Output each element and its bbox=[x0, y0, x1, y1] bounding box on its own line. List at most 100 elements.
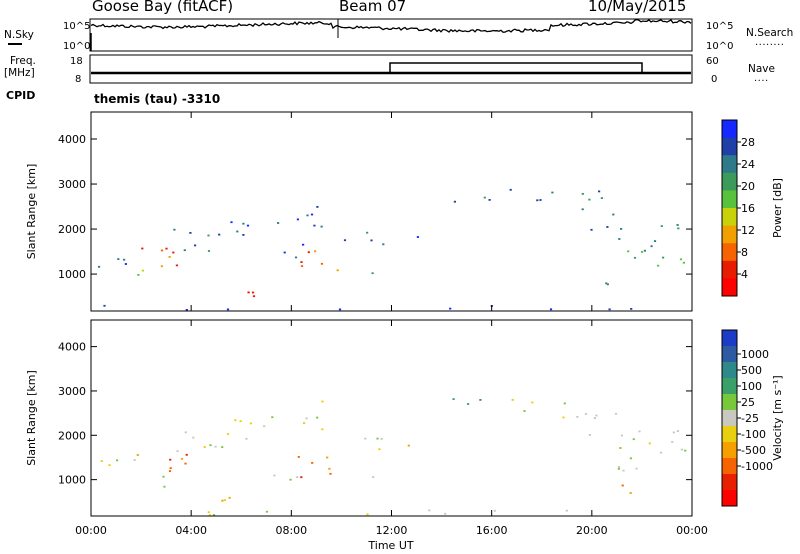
velocity-cell bbox=[184, 431, 187, 434]
velocity-cell bbox=[203, 446, 206, 448]
colorbar-segment bbox=[722, 346, 737, 363]
velocity-cell bbox=[672, 431, 675, 434]
velocity-cell bbox=[297, 456, 300, 458]
velocity-cell bbox=[168, 470, 172, 472]
x-tick-label: 20:00 bbox=[576, 524, 608, 537]
colorbar-tick-label: 4 bbox=[741, 268, 748, 281]
power-cell bbox=[252, 295, 256, 298]
colorbar-segment bbox=[722, 426, 737, 443]
velocity-cell bbox=[321, 400, 324, 403]
velocity-cell bbox=[249, 422, 252, 425]
power-cell bbox=[283, 251, 286, 254]
velocity-cell bbox=[617, 466, 621, 468]
velocity-cell bbox=[620, 434, 623, 437]
velocity-cell bbox=[163, 485, 166, 488]
power-cell bbox=[640, 251, 644, 253]
velocity-cell bbox=[531, 401, 534, 404]
power-cell bbox=[600, 197, 603, 199]
power-cell bbox=[294, 256, 298, 259]
velocity-cell bbox=[212, 514, 216, 516]
y-tick-label: 1000 bbox=[58, 268, 86, 281]
velocity-cell bbox=[239, 420, 242, 423]
velocity-cell bbox=[621, 484, 624, 487]
power-cell bbox=[608, 308, 611, 311]
velocity-cell bbox=[326, 456, 329, 459]
cpid-label: CPID bbox=[6, 89, 36, 102]
nave-dots: .... bbox=[754, 73, 769, 84]
date-title: 10/May/2015 bbox=[588, 0, 687, 15]
power-cell bbox=[207, 250, 211, 252]
velocity-cell bbox=[629, 492, 632, 494]
power-cell bbox=[612, 213, 615, 216]
power-cell bbox=[371, 272, 374, 275]
velocity-cell bbox=[271, 416, 274, 419]
velocity-scatter bbox=[100, 398, 687, 516]
velocity-cell bbox=[632, 438, 635, 441]
colorbar-segment bbox=[722, 260, 737, 279]
velocity-cell bbox=[273, 474, 276, 477]
power-cell bbox=[310, 213, 314, 216]
power-cell bbox=[618, 238, 621, 240]
noise-tick-right-1: 10^5 bbox=[706, 21, 733, 32]
velocity-cell bbox=[563, 402, 566, 405]
power-cell bbox=[277, 222, 280, 224]
power-cell bbox=[453, 200, 456, 203]
velocity-cell bbox=[617, 467, 620, 470]
power-cell bbox=[175, 264, 178, 267]
velocity-cell bbox=[562, 416, 565, 419]
colorbar-label: Velocity [m s⁻¹] bbox=[771, 375, 784, 460]
velocity-cell bbox=[300, 476, 303, 479]
velocity-cell bbox=[622, 469, 625, 472]
colorbar-tick-label: 25 bbox=[741, 396, 755, 409]
velocity-cell bbox=[180, 457, 184, 460]
power-cell bbox=[242, 234, 245, 236]
power-cell bbox=[620, 228, 623, 230]
power-cell bbox=[682, 261, 685, 264]
velocity-cell bbox=[493, 509, 496, 512]
power-panel-frame bbox=[90, 111, 693, 312]
velocity-cell bbox=[289, 478, 292, 481]
power-cell bbox=[320, 262, 323, 265]
velocity-cell bbox=[245, 437, 248, 440]
power-cell bbox=[124, 263, 127, 265]
nsearch-dots: ........ bbox=[755, 37, 785, 48]
freq-tick-left-0: 8 bbox=[75, 74, 81, 85]
power-cell bbox=[251, 291, 255, 294]
power-cell bbox=[539, 199, 542, 201]
power-cell bbox=[536, 199, 539, 202]
velocity-cell bbox=[162, 475, 165, 478]
freq-label: Freq. bbox=[10, 55, 36, 67]
station-title: Goose Bay (fitACF) bbox=[92, 0, 234, 15]
velocity-cell bbox=[364, 437, 367, 440]
colorbar-segment bbox=[722, 172, 737, 191]
power-cell bbox=[382, 243, 385, 246]
nsky-legend-line bbox=[8, 43, 22, 45]
velocity-cell bbox=[184, 462, 187, 465]
y-axis-label: Slant Range [km] bbox=[25, 164, 38, 260]
power-cell bbox=[173, 228, 176, 231]
power-cell bbox=[306, 214, 309, 217]
power-cell bbox=[606, 283, 609, 286]
power-cell bbox=[246, 224, 250, 227]
velocity-cell bbox=[595, 414, 598, 417]
power-cell bbox=[247, 291, 250, 294]
velocity-cell bbox=[234, 419, 237, 422]
velocity-cell bbox=[192, 436, 195, 439]
y-tick-label: 2000 bbox=[58, 429, 86, 442]
power-cell bbox=[633, 256, 637, 259]
power-cell bbox=[662, 256, 665, 259]
x-tick-label: 12:00 bbox=[376, 524, 408, 537]
beam-title: Beam 07 bbox=[339, 0, 407, 15]
velocity-panel-frame bbox=[90, 319, 693, 517]
colorbar-tick-label: -1000 bbox=[741, 460, 773, 473]
power-cell bbox=[488, 199, 491, 201]
power-cell bbox=[650, 245, 653, 248]
power-cell bbox=[141, 247, 144, 250]
power-cell bbox=[236, 230, 239, 233]
power-cell bbox=[98, 265, 101, 268]
power-cell bbox=[313, 224, 316, 227]
power-cell bbox=[183, 249, 186, 252]
y-tick-label: 3000 bbox=[58, 385, 86, 398]
nave-label: Nave bbox=[748, 63, 775, 75]
power-cell bbox=[588, 198, 591, 201]
